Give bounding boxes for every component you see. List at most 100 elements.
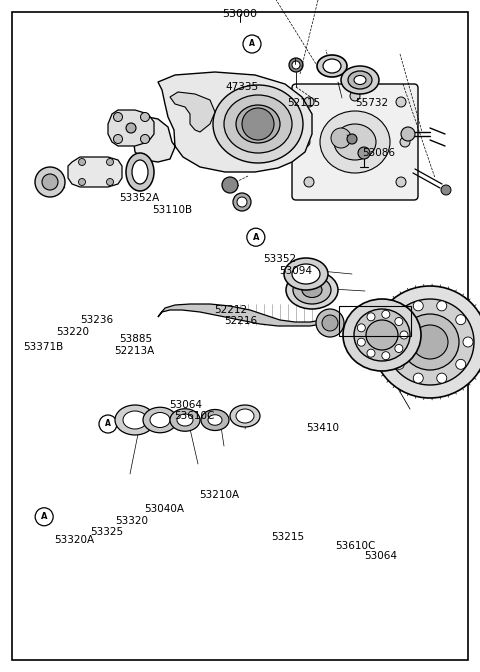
Circle shape	[367, 349, 375, 358]
Text: 52213A: 52213A	[114, 346, 155, 355]
Circle shape	[382, 310, 390, 319]
Circle shape	[222, 177, 238, 193]
Circle shape	[113, 112, 122, 122]
Text: 53210A: 53210A	[200, 491, 240, 500]
Circle shape	[396, 97, 406, 107]
Text: A: A	[105, 419, 111, 429]
Circle shape	[357, 324, 365, 332]
Ellipse shape	[284, 258, 328, 290]
Polygon shape	[40, 170, 60, 194]
Text: 53086: 53086	[362, 149, 396, 158]
Ellipse shape	[236, 409, 254, 423]
Ellipse shape	[201, 409, 229, 431]
Circle shape	[357, 338, 365, 346]
Polygon shape	[158, 304, 322, 326]
Text: 53000: 53000	[223, 9, 257, 19]
Circle shape	[42, 174, 58, 190]
Ellipse shape	[170, 409, 200, 431]
Ellipse shape	[317, 55, 347, 77]
Text: 53064: 53064	[169, 400, 202, 409]
Circle shape	[413, 301, 423, 311]
Text: 53320A: 53320A	[54, 535, 94, 544]
Ellipse shape	[126, 153, 154, 191]
Circle shape	[242, 108, 274, 140]
Circle shape	[400, 137, 410, 147]
Circle shape	[247, 228, 265, 246]
Circle shape	[437, 301, 447, 311]
Ellipse shape	[177, 414, 193, 426]
Circle shape	[107, 159, 113, 165]
Ellipse shape	[334, 124, 376, 160]
Ellipse shape	[323, 59, 341, 73]
Ellipse shape	[208, 415, 222, 425]
Ellipse shape	[366, 320, 398, 350]
Ellipse shape	[343, 299, 421, 371]
Circle shape	[292, 61, 300, 69]
Text: 53610C: 53610C	[174, 411, 214, 421]
Text: 52115: 52115	[287, 99, 320, 108]
Ellipse shape	[320, 111, 390, 173]
Text: 53352: 53352	[263, 255, 296, 264]
Text: 53236: 53236	[81, 315, 114, 325]
Ellipse shape	[123, 411, 147, 429]
Circle shape	[395, 345, 403, 353]
Ellipse shape	[224, 95, 292, 153]
Text: 53885: 53885	[119, 335, 152, 344]
Text: 53352A: 53352A	[119, 193, 159, 202]
Text: 53325: 53325	[90, 528, 123, 537]
Text: A: A	[41, 512, 48, 521]
Text: 52212: 52212	[214, 306, 247, 315]
Circle shape	[413, 373, 423, 383]
Ellipse shape	[412, 325, 448, 359]
Circle shape	[400, 331, 408, 339]
Circle shape	[463, 337, 473, 347]
Circle shape	[141, 134, 149, 144]
Ellipse shape	[401, 314, 459, 370]
Circle shape	[304, 97, 314, 107]
Ellipse shape	[302, 282, 322, 298]
Ellipse shape	[386, 299, 474, 385]
Polygon shape	[170, 92, 215, 132]
Circle shape	[289, 58, 303, 72]
Ellipse shape	[150, 413, 170, 427]
Circle shape	[79, 179, 85, 185]
Ellipse shape	[354, 75, 366, 85]
Text: 53220: 53220	[57, 327, 90, 337]
Circle shape	[35, 167, 65, 197]
Text: 53410: 53410	[306, 423, 339, 433]
Polygon shape	[108, 110, 154, 146]
Circle shape	[35, 508, 53, 526]
Circle shape	[99, 415, 117, 433]
Text: 53610C: 53610C	[335, 541, 375, 550]
Circle shape	[243, 35, 261, 53]
Text: 55732: 55732	[355, 99, 388, 108]
Ellipse shape	[354, 309, 410, 361]
Text: 53094: 53094	[279, 266, 312, 276]
Circle shape	[437, 373, 447, 383]
Circle shape	[79, 159, 85, 165]
Text: A: A	[252, 233, 259, 242]
Ellipse shape	[143, 407, 177, 433]
Ellipse shape	[213, 85, 303, 163]
Ellipse shape	[132, 160, 148, 184]
Text: 47335: 47335	[225, 83, 258, 92]
Ellipse shape	[115, 405, 155, 435]
Ellipse shape	[230, 405, 260, 427]
Text: 52216: 52216	[225, 317, 258, 326]
Circle shape	[237, 197, 247, 207]
Ellipse shape	[236, 105, 280, 143]
Circle shape	[304, 177, 314, 187]
Circle shape	[456, 314, 466, 325]
Circle shape	[350, 91, 360, 101]
Circle shape	[113, 134, 122, 144]
Text: A: A	[249, 40, 255, 48]
Circle shape	[358, 147, 370, 159]
Ellipse shape	[348, 71, 372, 89]
Circle shape	[394, 314, 404, 325]
Text: 53040A: 53040A	[144, 504, 184, 513]
Ellipse shape	[292, 264, 320, 284]
Circle shape	[401, 127, 415, 141]
Circle shape	[396, 177, 406, 187]
Circle shape	[395, 317, 403, 325]
Text: 53215: 53215	[272, 532, 305, 542]
